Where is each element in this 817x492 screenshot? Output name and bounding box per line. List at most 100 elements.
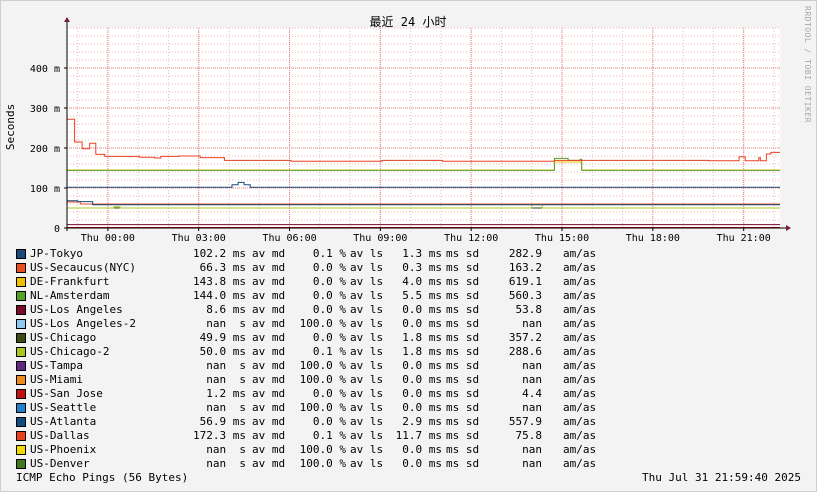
- legend-avg: 1.8 ms: [402, 331, 442, 344]
- legend-w-unit: am/as: [563, 247, 597, 260]
- legend-avg: 2.9 ms: [402, 415, 442, 428]
- legend-w-avg: ms sd: [446, 261, 480, 274]
- legend-w-avg: ms sd: [446, 303, 480, 316]
- legend-name: US-Tampa: [30, 359, 83, 372]
- x-tick-label: Thu 21:00: [717, 233, 771, 244]
- legend-w-unit: am/as: [563, 373, 597, 386]
- legend-swatch: [16, 263, 26, 273]
- legend-w-cur: av md: [252, 289, 286, 302]
- legend-w-unit: am/as: [563, 401, 597, 414]
- legend-current: nan s: [206, 373, 246, 386]
- legend-avg: 0.0 ms: [402, 457, 442, 470]
- x-tick-label: Thu 09:00: [353, 233, 407, 244]
- legend-w-loss: av ls: [350, 275, 384, 288]
- legend-w-avg: ms sd: [446, 401, 480, 414]
- legend-w-loss: av ls: [350, 457, 384, 470]
- legend-sd: 557.9: [508, 415, 542, 428]
- legend-loss: 0.0 %: [312, 275, 346, 288]
- legend-w-cur: av md: [252, 345, 286, 358]
- legend-avg: 0.0 ms: [402, 359, 442, 372]
- legend-w-avg: ms sd: [446, 359, 480, 372]
- legend-name: US-Miami: [30, 373, 83, 386]
- x-tick-label: Thu 12:00: [444, 233, 498, 244]
- legend-swatch: [16, 389, 26, 399]
- footer-timestamp: Thu Jul 31 21:59:40 2025: [642, 471, 801, 484]
- legend-loss: 100.0 %: [299, 317, 346, 330]
- legend-w-unit: am/as: [563, 457, 597, 470]
- legend-current: 50.0 ms: [199, 345, 246, 358]
- legend-name: US-Chicago: [30, 331, 97, 344]
- rrdtool-watermark: RRDTOOL / TOBI OETIKER: [803, 6, 812, 123]
- legend-swatch: [16, 361, 26, 371]
- legend-sd: 282.9: [508, 247, 542, 260]
- legend-loss: 0.1 %: [312, 429, 346, 442]
- footer-description: ICMP Echo Pings (56 Bytes): [16, 471, 189, 484]
- plot-area: [67, 28, 780, 228]
- legend-w-unit: am/as: [563, 429, 597, 442]
- legend-loss: 100.0 %: [299, 359, 346, 372]
- y-tick-label: 100 m: [30, 184, 60, 195]
- legend-w-unit: am/as: [563, 387, 597, 400]
- legend-loss: 0.0 %: [312, 261, 346, 274]
- legend-w-cur: av md: [252, 387, 286, 400]
- x-tick-label: Thu 03:00: [172, 233, 226, 244]
- legend-avg: 11.7 ms: [395, 429, 442, 442]
- legend-avg: 5.5 ms: [402, 289, 442, 302]
- legend-avg: 1.3 ms: [402, 247, 442, 260]
- y-axis-arrow: [64, 17, 70, 22]
- legend-w-cur: av md: [252, 317, 286, 330]
- legend-sd: nan: [522, 373, 542, 386]
- legend-w-cur: av md: [252, 247, 286, 260]
- legend-w-cur: av md: [252, 303, 286, 316]
- y-tick-label: 200 m: [30, 144, 60, 155]
- legend-avg: 0.0 ms: [402, 303, 442, 316]
- legend-w-loss: av ls: [350, 303, 384, 316]
- legend-current: 143.8 ms: [193, 275, 246, 288]
- legend-name: US-Atlanta: [30, 415, 97, 428]
- legend-w-avg: ms sd: [446, 331, 480, 344]
- x-tick-label: Thu 15:00: [535, 233, 589, 244]
- legend-name: US-Los Angeles: [30, 303, 123, 316]
- legend-w-loss: av ls: [350, 429, 384, 442]
- legend-loss: 100.0 %: [299, 457, 346, 470]
- legend-current: 172.3 ms: [193, 429, 246, 442]
- legend-avg: 0.0 ms: [402, 401, 442, 414]
- legend-avg: 0.3 ms: [402, 261, 442, 274]
- legend-w-cur: av md: [252, 261, 286, 274]
- legend-w-cur: av md: [252, 359, 286, 372]
- legend-w-avg: ms sd: [446, 289, 480, 302]
- series-line-jp-tokyo: [67, 181, 780, 188]
- legend-w-unit: am/as: [563, 317, 597, 330]
- x-axis-arrow: [786, 225, 791, 231]
- x-tick-label: Thu 06:00: [262, 233, 316, 244]
- legend-loss: 0.1 %: [312, 247, 346, 260]
- legend-sd: nan: [522, 443, 542, 456]
- legend-w-avg: ms sd: [446, 387, 480, 400]
- grid: [67, 27, 780, 229]
- chart-title: 最近 24 小时: [370, 15, 447, 29]
- legend-w-cur: av md: [252, 401, 286, 414]
- legend-sd: nan: [522, 359, 542, 372]
- legend-name: US-Chicago-2: [30, 345, 110, 358]
- legend-w-loss: av ls: [350, 289, 384, 302]
- legend-current: nan s: [206, 359, 246, 372]
- legend-name: JP-Tokyo: [30, 247, 83, 260]
- legend-loss: 100.0 %: [299, 401, 346, 414]
- legend-w-loss: av ls: [350, 345, 384, 358]
- legend-sd: nan: [522, 457, 542, 470]
- legend-loss: 100.0 %: [299, 443, 346, 456]
- legend-w-cur: av md: [252, 443, 286, 456]
- legend-w-loss: av ls: [350, 317, 384, 330]
- legend-w-cur: av md: [252, 331, 286, 344]
- y-axis-label: Seconds: [4, 104, 17, 150]
- legend-name: US-Phoenix: [30, 443, 97, 456]
- legend-sd: 53.8: [515, 303, 543, 316]
- x-tick-label: Thu 18:00: [626, 233, 680, 244]
- legend-current: nan s: [206, 443, 246, 456]
- legend-avg: 0.0 ms: [402, 317, 442, 330]
- x-tick-label: Thu 00:00: [81, 233, 135, 244]
- y-tick-label: 300 m: [30, 104, 60, 115]
- legend-w-unit: am/as: [563, 331, 597, 344]
- legend-name: US-Dallas: [30, 429, 90, 442]
- legend-w-unit: am/as: [563, 289, 597, 302]
